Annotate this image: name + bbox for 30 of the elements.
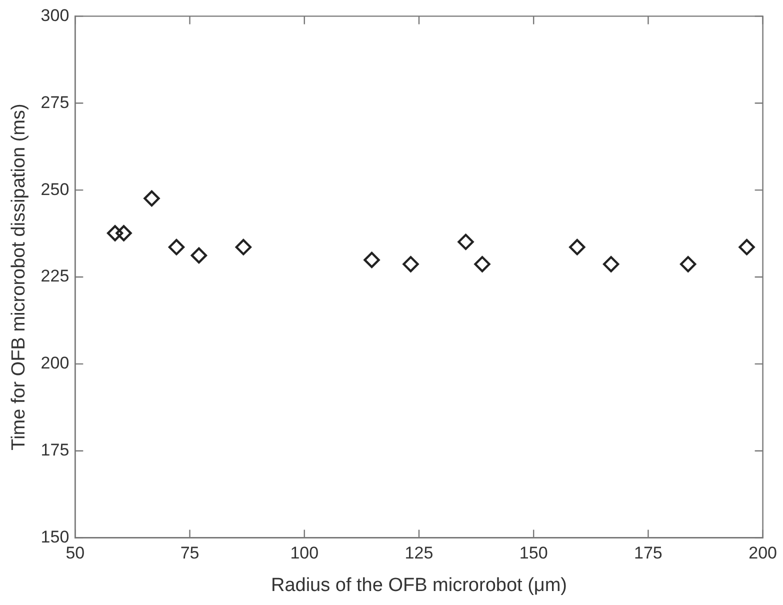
x-tick-label: 125: [404, 544, 434, 563]
y-tick-label: 150: [40, 527, 70, 546]
point: [680, 256, 696, 272]
x-tick-label: 50: [66, 544, 85, 563]
point: [190, 247, 208, 264]
point: [364, 252, 380, 268]
x-tick-label: 200: [748, 544, 778, 563]
x-tick-label: 175: [634, 544, 662, 563]
x-tick-label: 100: [290, 544, 319, 563]
point: [168, 238, 185, 256]
y-tick-label: 250: [40, 180, 70, 199]
point: [738, 238, 755, 256]
x-tick-label: 75: [180, 544, 200, 563]
x-axis-title: Radius of the OFB microrobot (μm): [270, 574, 568, 596]
y-tick-label: 225: [40, 266, 70, 286]
point: [474, 256, 490, 272]
y-tick-label: 175: [40, 440, 70, 460]
y-tick-label: 300: [40, 6, 70, 25]
point: [602, 256, 620, 272]
point: [116, 225, 132, 242]
point: [569, 238, 586, 256]
point: [402, 256, 419, 272]
y-tick-label: 275: [40, 92, 70, 112]
point: [144, 190, 160, 207]
point: [106, 225, 124, 242]
y-tick-label: 200: [40, 354, 70, 373]
point: [235, 238, 252, 256]
y-axis-title: Time for OFB microrobot dissipation (ms): [8, 104, 30, 450]
x-tick-label: 150: [519, 544, 548, 563]
point: [458, 234, 474, 250]
